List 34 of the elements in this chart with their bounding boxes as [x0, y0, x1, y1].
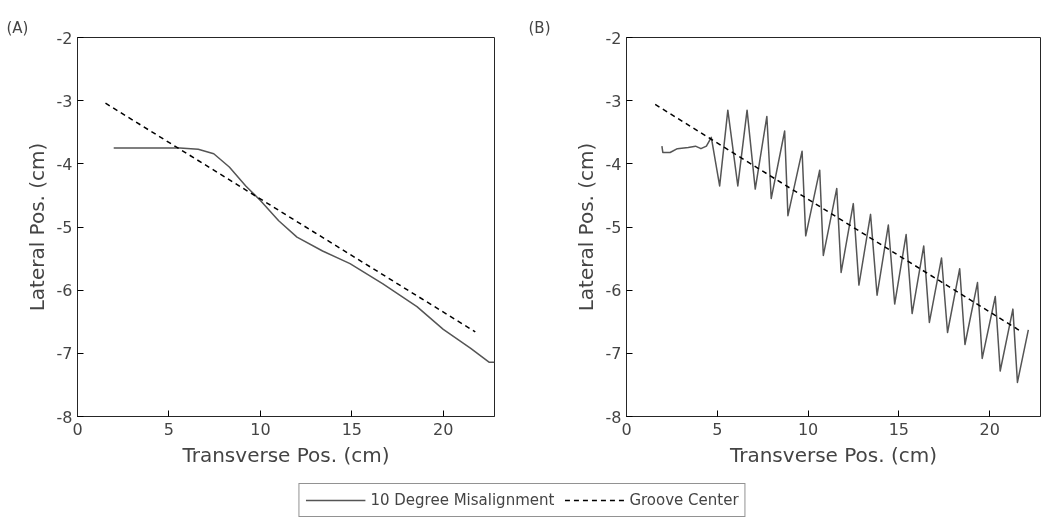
y-tick-label: -4	[56, 154, 73, 174]
y-tick-label: -5	[605, 218, 622, 237]
y-tick-label: -5	[56, 218, 73, 237]
y-tick-label: -7	[605, 344, 622, 364]
y-tick-label: -3	[56, 91, 73, 111]
x-tick-label: 15	[888, 419, 910, 439]
line-series	[112, 147, 495, 363]
legend-label: 10 Degree Misalignment	[370, 490, 555, 509]
y-axis-title: Lateral Pos. (cm)	[24, 142, 49, 312]
chart-title: (B)	[528, 18, 551, 37]
x-axis-title: Transverse Pos. (cm)	[181, 442, 390, 467]
line-series	[661, 109, 1030, 384]
y-tick-label: -2	[605, 28, 622, 48]
x-tick-label: 0	[621, 419, 632, 439]
y-tick-label: -4	[605, 154, 622, 174]
x-tick-label: 10	[250, 419, 271, 439]
y-tick-label: -2	[56, 28, 73, 48]
x-axis-title: Transverse Pos. (cm)	[728, 442, 938, 467]
y-tick-label: -3	[605, 91, 622, 111]
x-tick-label: 5	[163, 419, 175, 439]
x-tick-label: 20	[979, 419, 1000, 439]
chart-title: (A)	[6, 18, 29, 37]
legend-label: Groove Center	[629, 490, 739, 509]
y-tick-label: -8	[605, 407, 622, 427]
y-tick-label: -8	[56, 407, 73, 427]
y-tick-label: -6	[605, 281, 622, 301]
y-tick-label: -6	[56, 281, 73, 301]
x-tick-label: 0	[72, 419, 83, 439]
x-tick-label: 5	[712, 419, 723, 439]
y-tick-label: -7	[56, 344, 73, 364]
x-tick-label: 20	[433, 419, 454, 439]
x-tick-label: 15	[341, 419, 363, 439]
x-tick-label: 10	[797, 419, 819, 439]
y-axis-title: Lateral Pos. (cm)	[573, 142, 598, 312]
